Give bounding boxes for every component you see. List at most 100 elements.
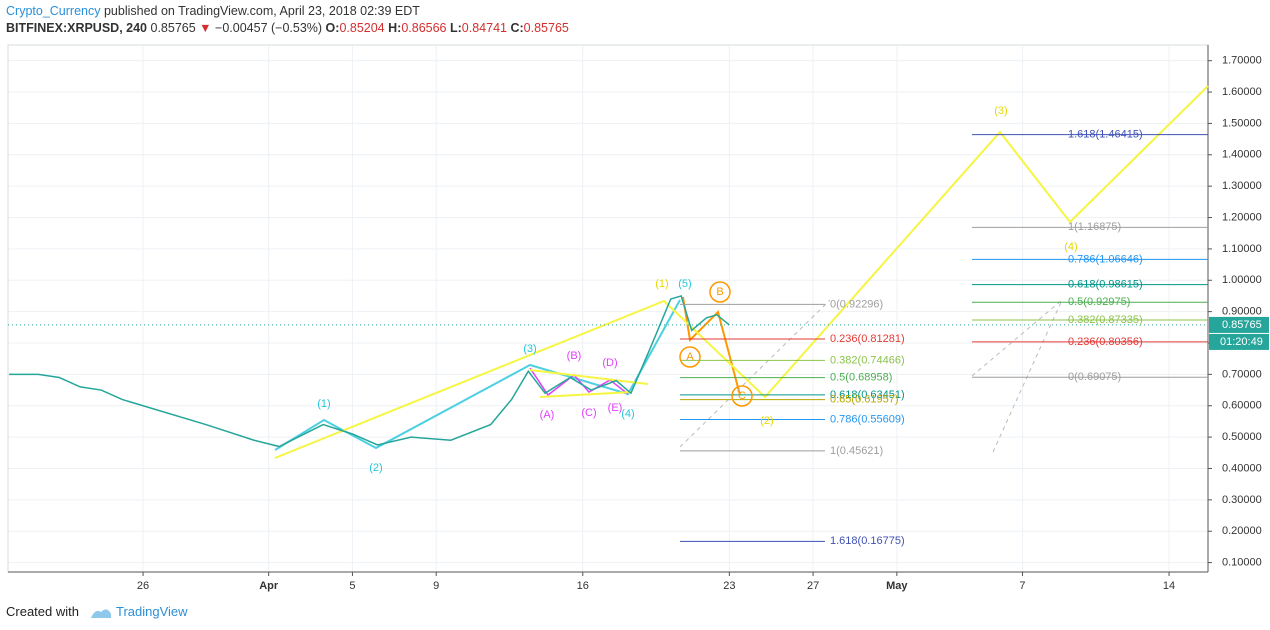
o-label: O: bbox=[325, 21, 340, 35]
channel-top bbox=[529, 369, 649, 385]
y-tick-label: 0.40000 bbox=[1222, 462, 1262, 474]
arrow: ▼ bbox=[199, 21, 212, 35]
fib-label: 0.236(0.81281) bbox=[830, 333, 905, 345]
last: 0.85765 bbox=[150, 21, 196, 35]
header-line2: BITFINEX:XRPUSD, 240 0.85765 ▼ −0.00457 … bbox=[6, 20, 569, 37]
footer: Created with TradingView bbox=[6, 604, 188, 620]
y-tick-label: 1.70000 bbox=[1222, 55, 1262, 67]
last-price-box bbox=[1209, 316, 1269, 333]
price-line bbox=[9, 295, 730, 448]
fib-label: 0.236(0.80356) bbox=[1068, 336, 1143, 348]
fib-label: 0(0.92296) bbox=[830, 298, 883, 310]
wave-label: (3) bbox=[523, 343, 536, 355]
yellow-projection bbox=[274, 85, 1209, 459]
fib-label: 0.618(0.98615) bbox=[1068, 279, 1143, 291]
c: 0.85765 bbox=[523, 21, 569, 35]
c-label: C: bbox=[510, 21, 524, 35]
y-tick-label: 1.60000 bbox=[1222, 86, 1262, 98]
y-tick-label: 0.90000 bbox=[1222, 306, 1262, 318]
fib-label: 0.786(0.55609) bbox=[830, 413, 905, 425]
x-tick-label: 23 bbox=[723, 580, 735, 592]
x-tick-label: 7 bbox=[1019, 580, 1025, 592]
trend-dash bbox=[992, 299, 1063, 453]
fib-label: 0.65(0.61957) bbox=[830, 394, 899, 406]
l-label: L: bbox=[449, 21, 462, 35]
x-tick-label: 14 bbox=[1163, 580, 1175, 592]
y-tick-label: 0.50000 bbox=[1222, 431, 1262, 443]
wave-circle bbox=[709, 281, 731, 303]
drawings bbox=[274, 85, 1209, 459]
wave-label: (1) bbox=[317, 398, 330, 410]
created: Created with bbox=[6, 604, 79, 619]
wave-label: (2) bbox=[760, 415, 773, 427]
x-tick-label: May bbox=[886, 580, 908, 592]
header: Crypto_Currency published on TradingView… bbox=[6, 3, 569, 37]
wave-label: (1) bbox=[655, 278, 668, 290]
wave-label: (5) bbox=[678, 278, 691, 290]
published: published on TradingView.com, April 23, … bbox=[103, 4, 420, 18]
last-price-label: 0.85765 bbox=[1222, 319, 1262, 331]
fib-label: 1.618(0.16775) bbox=[830, 535, 905, 547]
o: 0.85204 bbox=[339, 21, 385, 35]
x-tick-label: Apr bbox=[259, 580, 279, 592]
y-tick-label: 0.60000 bbox=[1222, 400, 1262, 412]
channel-bottom bbox=[539, 391, 633, 398]
wave-label: A bbox=[686, 351, 694, 363]
wave-label: (3) bbox=[994, 105, 1007, 117]
chart: 0.10000 0.20000 0.30000 0.40000 0.50000 0.600… bbox=[7, 44, 1269, 592]
countdown: 01:20:49 bbox=[1220, 336, 1263, 348]
brand-logo bbox=[90, 608, 111, 618]
wave-label: (C) bbox=[581, 407, 596, 419]
fib-label: 0.618(0.63451) bbox=[830, 389, 905, 401]
fib-label: 0.382(0.74466) bbox=[830, 354, 905, 366]
wave-label: B bbox=[716, 286, 723, 298]
countdown-box bbox=[1209, 333, 1269, 350]
wave-label: (B) bbox=[567, 350, 582, 362]
wave-circle bbox=[731, 385, 753, 407]
fib-label: 0.786(1.06646) bbox=[1068, 253, 1143, 265]
wave-label: (2) bbox=[369, 462, 382, 474]
x-tick-label: 16 bbox=[577, 580, 589, 592]
symbol: BITFINEX:XRPUSD, 240 bbox=[6, 21, 148, 35]
wave-label: (D) bbox=[602, 357, 617, 369]
y-tick-label: 0.70000 bbox=[1222, 368, 1262, 380]
y-tick-label: 1.40000 bbox=[1222, 149, 1262, 161]
x-tick-label: 27 bbox=[807, 580, 819, 592]
y-tick-label: 1.00000 bbox=[1222, 274, 1262, 286]
y-tick-label: 1.50000 bbox=[1222, 117, 1262, 129]
fib-label: 1.618(1.46415) bbox=[1068, 129, 1143, 141]
wave-label: (4) bbox=[621, 408, 634, 420]
orange-wave bbox=[682, 296, 741, 396]
y-tick-label: 1.30000 bbox=[1222, 180, 1262, 192]
fib-label: 0.5(0.68958) bbox=[830, 372, 892, 384]
author[interactable]: Crypto_Currency bbox=[6, 4, 101, 18]
wave-label: (4) bbox=[1064, 241, 1077, 253]
x-tick-label: 26 bbox=[137, 580, 149, 592]
trend-dash bbox=[971, 299, 1063, 377]
x-tick-label: 9 bbox=[433, 580, 439, 592]
y-tick-label: 1.20000 bbox=[1222, 211, 1262, 223]
brand[interactable]: TradingView bbox=[116, 604, 188, 619]
wave-label: (E) bbox=[608, 402, 623, 414]
l: 0.84741 bbox=[461, 21, 507, 35]
fib-label: 1(1.16875) bbox=[1068, 221, 1121, 233]
trend-dash bbox=[679, 299, 831, 448]
wave-label: (A) bbox=[540, 409, 555, 421]
h-label: H: bbox=[388, 21, 402, 35]
header-line1: Crypto_Currency published on TradingView… bbox=[6, 3, 569, 20]
y-tick-label: 0.30000 bbox=[1222, 494, 1262, 506]
y-tick-label: 0.20000 bbox=[1222, 525, 1262, 537]
y-tick-label: 1.10000 bbox=[1222, 243, 1262, 255]
cyan-wave bbox=[274, 299, 681, 451]
x-tick-label: 5 bbox=[349, 580, 355, 592]
y-tick-label: 0.10000 bbox=[1222, 556, 1262, 568]
wave-circle bbox=[679, 346, 701, 368]
plot-frame bbox=[7, 44, 1209, 573]
h: 0.86566 bbox=[401, 21, 447, 35]
change: −0.00457 (−0.53%) bbox=[215, 21, 323, 35]
fib-label: 1(0.45621) bbox=[830, 445, 883, 457]
wave-label: C bbox=[738, 390, 746, 402]
fib-label: 0(0.69075) bbox=[1068, 371, 1121, 383]
fib-label: 0.5(0.92975) bbox=[1068, 296, 1130, 308]
